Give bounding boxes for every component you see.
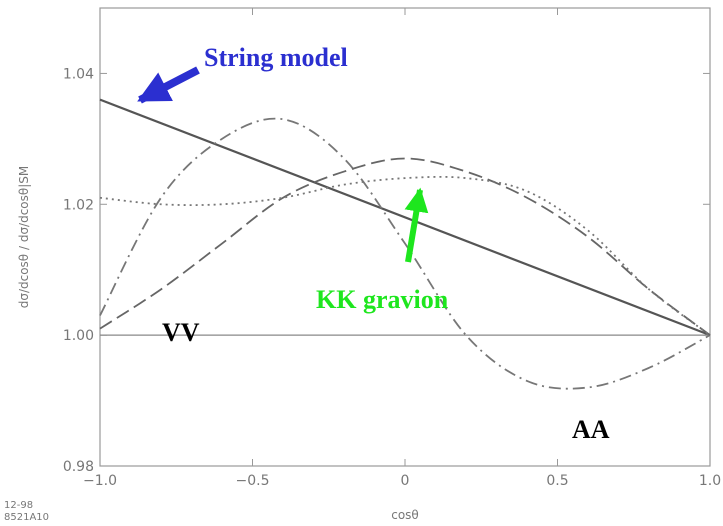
x-tick-label: 0.5 (546, 473, 568, 489)
x-axis-label: cosθ (391, 508, 419, 522)
string-model-line (99, 98, 711, 337)
tick-labels: −1.0 −0.5 0 0.5 1.0 0.98 1.00 1.02 1.04 (63, 66, 721, 489)
dashed-curve (99, 157, 711, 336)
x-tick-label: −0.5 (236, 473, 270, 489)
y-tick-label: 1.00 (63, 328, 94, 344)
dotted-curve (99, 175, 711, 336)
x-tick-label: 1.0 (699, 473, 721, 489)
y-tick-label: 1.04 (63, 66, 94, 82)
vv-label: VV (162, 318, 200, 347)
aa-label: AA (572, 415, 610, 444)
figure-stamp-id: 8521A10 (4, 512, 49, 523)
x-tick-label: −1.0 (83, 473, 117, 489)
string-model-arrow (137, 66, 200, 104)
kk-gravion-label: KK gravion (316, 285, 449, 314)
y-tick-label: 1.02 (63, 197, 94, 213)
string-model-label: String model (204, 43, 348, 72)
dash-dot-curve (99, 117, 711, 390)
y-axis-label: dσ/dcosθ / dσ/dcosθ|SM (17, 166, 31, 309)
figure-stamp-date: 12-98 (4, 500, 33, 511)
x-tick-label: 0 (401, 473, 410, 489)
kk-gravion-arrow (404, 187, 429, 263)
y-tick-label: 0.98 (63, 459, 94, 475)
curves (99, 98, 711, 390)
